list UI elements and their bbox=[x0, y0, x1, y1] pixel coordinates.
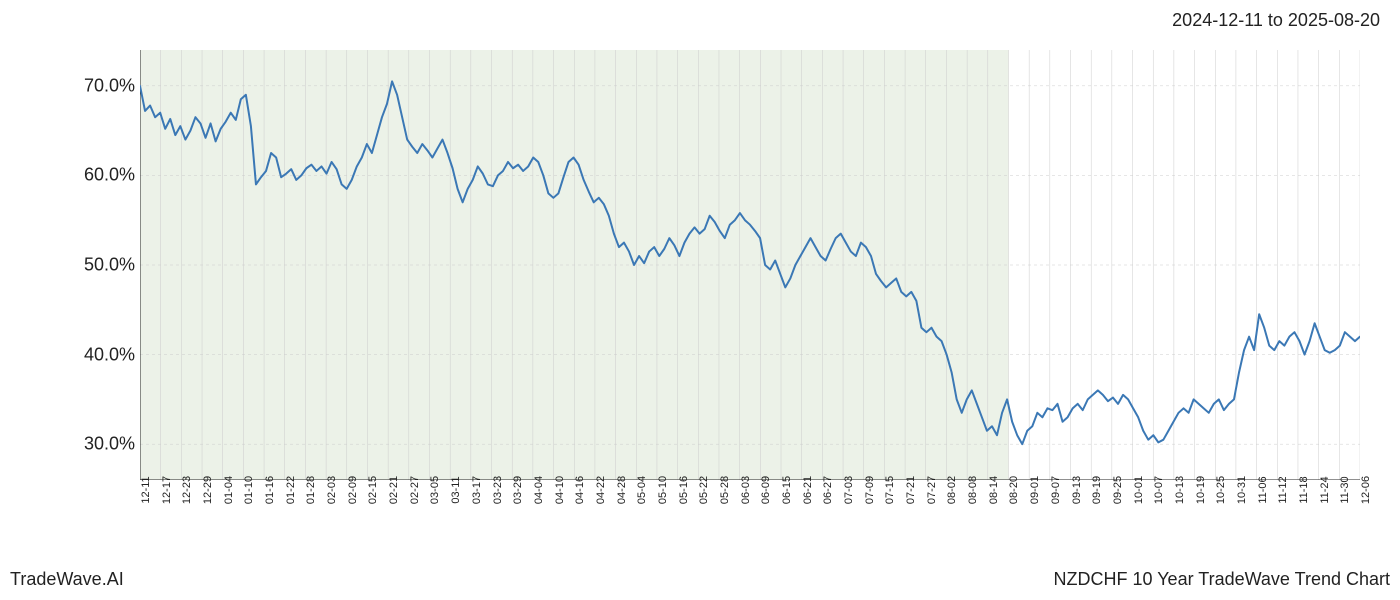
x-tick-label: 05-16 bbox=[678, 476, 690, 504]
x-tick-label: 08-02 bbox=[946, 476, 958, 504]
brand-label: TradeWave.AI bbox=[10, 569, 124, 590]
chart-title: NZDCHF 10 Year TradeWave Trend Chart bbox=[1054, 569, 1390, 590]
x-tick-label: 11-18 bbox=[1298, 476, 1310, 503]
x-tick-label: 04-10 bbox=[554, 476, 566, 504]
x-tick-label: 07-09 bbox=[864, 476, 876, 504]
x-tick-label: 07-21 bbox=[905, 476, 917, 504]
x-tick-label: 03-23 bbox=[492, 476, 504, 504]
y-tick-label: 50.0% bbox=[84, 255, 135, 276]
x-tick-label: 09-01 bbox=[1029, 476, 1041, 504]
x-tick-label: 05-10 bbox=[657, 476, 669, 504]
x-tick-label: 06-21 bbox=[802, 476, 814, 504]
x-tick-label: 03-11 bbox=[450, 476, 462, 503]
x-tick-label: 02-15 bbox=[367, 476, 379, 504]
x-tick-label: 12-11 bbox=[140, 476, 152, 503]
x-tick-label: 10-01 bbox=[1133, 476, 1145, 504]
x-tick-label: 06-03 bbox=[740, 476, 752, 504]
x-tick-label: 04-22 bbox=[595, 476, 607, 504]
x-tick-label: 01-28 bbox=[305, 476, 317, 504]
x-tick-label: 01-10 bbox=[243, 476, 255, 504]
x-tick-label: 09-19 bbox=[1091, 476, 1103, 504]
x-tick-label: 11-12 bbox=[1277, 476, 1289, 503]
x-tick-label: 06-15 bbox=[781, 476, 793, 504]
x-tick-label: 12-23 bbox=[181, 476, 193, 504]
x-tick-label: 06-09 bbox=[760, 476, 772, 504]
y-tick-label: 30.0% bbox=[84, 434, 135, 455]
x-tick-label: 02-03 bbox=[326, 476, 338, 504]
y-tick-label: 70.0% bbox=[84, 75, 135, 96]
x-tick-label: 11-30 bbox=[1339, 476, 1351, 503]
x-tick-label: 03-29 bbox=[512, 476, 524, 504]
x-tick-label: 03-05 bbox=[429, 476, 441, 504]
x-tick-label: 04-16 bbox=[574, 476, 586, 504]
x-tick-label: 02-27 bbox=[409, 476, 421, 504]
x-tick-label: 01-16 bbox=[264, 476, 276, 504]
y-tick-label: 60.0% bbox=[84, 165, 135, 186]
x-tick-label: 07-03 bbox=[843, 476, 855, 504]
x-tick-label: 09-13 bbox=[1071, 476, 1083, 504]
x-tick-label: 03-17 bbox=[471, 476, 483, 504]
x-tick-label: 01-22 bbox=[285, 476, 297, 504]
x-tick-label: 02-09 bbox=[347, 476, 359, 504]
x-tick-label: 10-25 bbox=[1215, 476, 1227, 504]
x-tick-label: 05-22 bbox=[698, 476, 710, 504]
x-tick-label: 07-15 bbox=[884, 476, 896, 504]
x-tick-label: 09-25 bbox=[1112, 476, 1124, 504]
x-tick-label: 05-28 bbox=[719, 476, 731, 504]
trend-chart bbox=[140, 50, 1360, 480]
x-tick-label: 06-27 bbox=[822, 476, 834, 504]
x-tick-label: 04-28 bbox=[616, 476, 628, 504]
x-tick-label: 11-06 bbox=[1257, 476, 1269, 503]
x-axis: 12-1112-1712-2312-2901-0401-1001-1601-22… bbox=[140, 485, 1360, 555]
x-tick-label: 08-20 bbox=[1008, 476, 1020, 504]
x-tick-label: 01-04 bbox=[223, 476, 235, 504]
x-tick-label: 10-19 bbox=[1195, 476, 1207, 504]
x-tick-label: 02-21 bbox=[388, 476, 400, 504]
x-tick-label: 08-08 bbox=[967, 476, 979, 504]
date-range-label: 2024-12-11 to 2025-08-20 bbox=[1172, 10, 1380, 31]
x-tick-label: 08-14 bbox=[988, 476, 1000, 504]
y-axis: 30.0% 40.0% 50.0% 60.0% 70.0% bbox=[60, 50, 135, 480]
y-tick-label: 40.0% bbox=[84, 344, 135, 365]
x-tick-label: 10-31 bbox=[1236, 476, 1248, 504]
line-chart-svg bbox=[140, 50, 1360, 480]
x-tick-label: 04-04 bbox=[533, 476, 545, 504]
x-tick-label: 10-07 bbox=[1153, 476, 1165, 504]
x-tick-label: 10-13 bbox=[1174, 476, 1186, 504]
x-tick-label: 11-24 bbox=[1319, 476, 1331, 503]
x-tick-label: 12-29 bbox=[202, 476, 214, 504]
x-tick-label: 07-27 bbox=[926, 476, 938, 504]
x-tick-label: 12-06 bbox=[1360, 476, 1372, 504]
x-tick-label: 12-17 bbox=[161, 476, 173, 504]
x-tick-label: 05-04 bbox=[636, 476, 648, 504]
x-tick-label: 09-07 bbox=[1050, 476, 1062, 504]
